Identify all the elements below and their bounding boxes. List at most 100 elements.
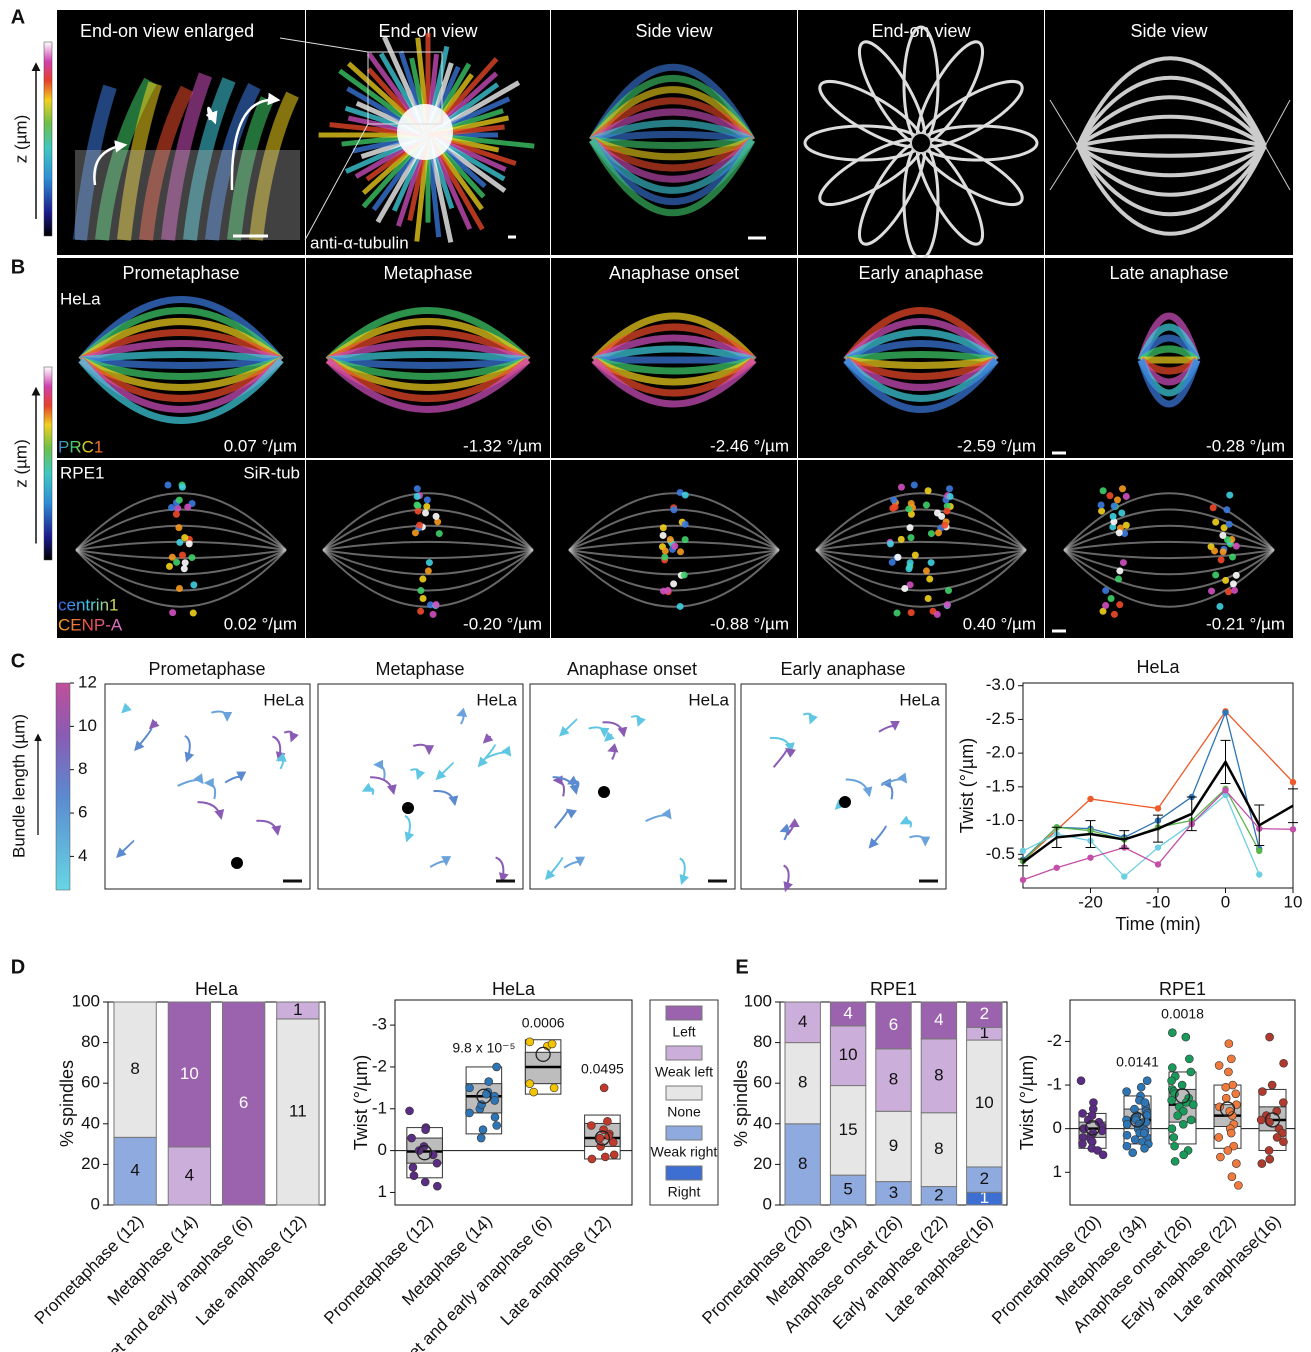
spindle-image [591, 312, 757, 363]
spindle-image [80, 356, 282, 369]
box-mean [1219, 1101, 1236, 1117]
spindle-image [325, 357, 531, 413]
spindle-image [1063, 549, 1275, 608]
data-point [1122, 1130, 1132, 1140]
kinetochore-image [427, 601, 435, 609]
cell-line: HeLa [688, 690, 729, 709]
kinetochore-image [1115, 529, 1123, 537]
panel-letter: C [11, 650, 25, 672]
trajectory [256, 819, 282, 836]
count-label: 5 [843, 1180, 852, 1199]
trajectory [899, 815, 913, 828]
data-point [1167, 1124, 1177, 1133]
data-point [1222, 709, 1229, 716]
data-point [587, 1121, 596, 1130]
schematic-center [910, 132, 932, 154]
x-tick-label: -20 [1078, 892, 1103, 911]
zoom-line [279, 37, 369, 53]
rotation-arrow [205, 106, 218, 125]
spindle-image [568, 524, 780, 551]
kinetochore-image [413, 485, 421, 493]
kinetochore-image [1220, 524, 1228, 532]
kinetochore-image [670, 580, 678, 588]
legend-label: None [667, 1104, 701, 1120]
data-point [1265, 1154, 1275, 1164]
zoom-line [304, 123, 369, 241]
count-label: 4 [130, 1161, 139, 1180]
trajectory [868, 825, 887, 849]
microtubule-image [117, 81, 162, 241]
bar-segment [113, 1136, 157, 1206]
trajectory [563, 856, 586, 869]
y-axis-label: % spindles [57, 1060, 77, 1147]
data-point [1139, 1128, 1149, 1138]
data-point [1224, 1039, 1234, 1048]
trajectory [197, 801, 225, 820]
schematic-astral [1049, 99, 1079, 147]
kinetochore-image [927, 559, 935, 567]
kinetochore-image [411, 529, 419, 537]
spindle-image [1063, 492, 1275, 551]
trajectory [211, 710, 233, 722]
schematic-fiber [1076, 95, 1267, 148]
data-point [1087, 854, 1094, 861]
schematic-astral [1264, 99, 1291, 147]
kinetochore-image [180, 565, 188, 573]
y-tick-label: -1 [372, 1098, 387, 1117]
kinetochore-image [175, 524, 183, 532]
spindle-image [1063, 549, 1275, 560]
kinetochore-image [1216, 602, 1224, 610]
data-point [1140, 1143, 1149, 1153]
kinetochore-image [181, 534, 189, 542]
data-point [465, 1083, 474, 1093]
kinetochore-image [423, 496, 431, 504]
legend-label: Right [668, 1184, 701, 1200]
spindle-image [815, 540, 1027, 551]
error-bar [1288, 788, 1298, 824]
trajectory [495, 856, 509, 883]
spindle-image [1063, 540, 1275, 551]
data-point [1121, 873, 1128, 880]
trajectory [559, 718, 578, 737]
data-point [433, 1181, 442, 1191]
data-point [1265, 1117, 1274, 1127]
kinetochore-image [897, 535, 905, 543]
spindle-image [815, 549, 1027, 576]
kinetochore-image [943, 502, 951, 510]
kinetochore-image [1122, 521, 1130, 529]
trajectory [552, 775, 566, 797]
kinetochore-image [661, 553, 669, 561]
data-point [595, 1133, 605, 1143]
schematic-fiber [1076, 144, 1267, 178]
trajectory [275, 752, 287, 770]
legend-swatch [665, 1165, 703, 1181]
kinetochore-image [422, 509, 430, 517]
kinetochore-image [169, 609, 177, 617]
chart-title: HeLa [492, 979, 536, 999]
data-point [529, 1087, 538, 1097]
count-label: 10 [180, 1064, 199, 1083]
z-colorbar [43, 366, 53, 561]
data-point [409, 1171, 419, 1181]
spindle-axis [231, 857, 243, 869]
z-axis-label: z (µm) [11, 439, 30, 488]
spindle-image [591, 357, 757, 408]
count-label: 4 [843, 1003, 852, 1022]
spindle-image [815, 549, 1027, 560]
twist-value: -2.46 °/µm [710, 436, 789, 455]
kinetochore-image [1212, 571, 1220, 579]
series-line [1022, 793, 1260, 878]
y-tick-label: 0 [763, 1194, 772, 1213]
plot-frame [1069, 999, 1296, 1206]
spindle-image [568, 549, 780, 608]
box-mean [1174, 1088, 1191, 1104]
bar-segment [113, 1001, 157, 1138]
spindle-image [568, 549, 780, 592]
image-title: End-on view [378, 21, 478, 41]
kinetochore-image [413, 501, 421, 509]
data-point [1231, 1089, 1241, 1099]
microtubule-image [590, 119, 754, 144]
data-point [1188, 1100, 1198, 1109]
kinetochore-image [1212, 518, 1220, 526]
x-tick-label: -10 [1146, 892, 1171, 911]
